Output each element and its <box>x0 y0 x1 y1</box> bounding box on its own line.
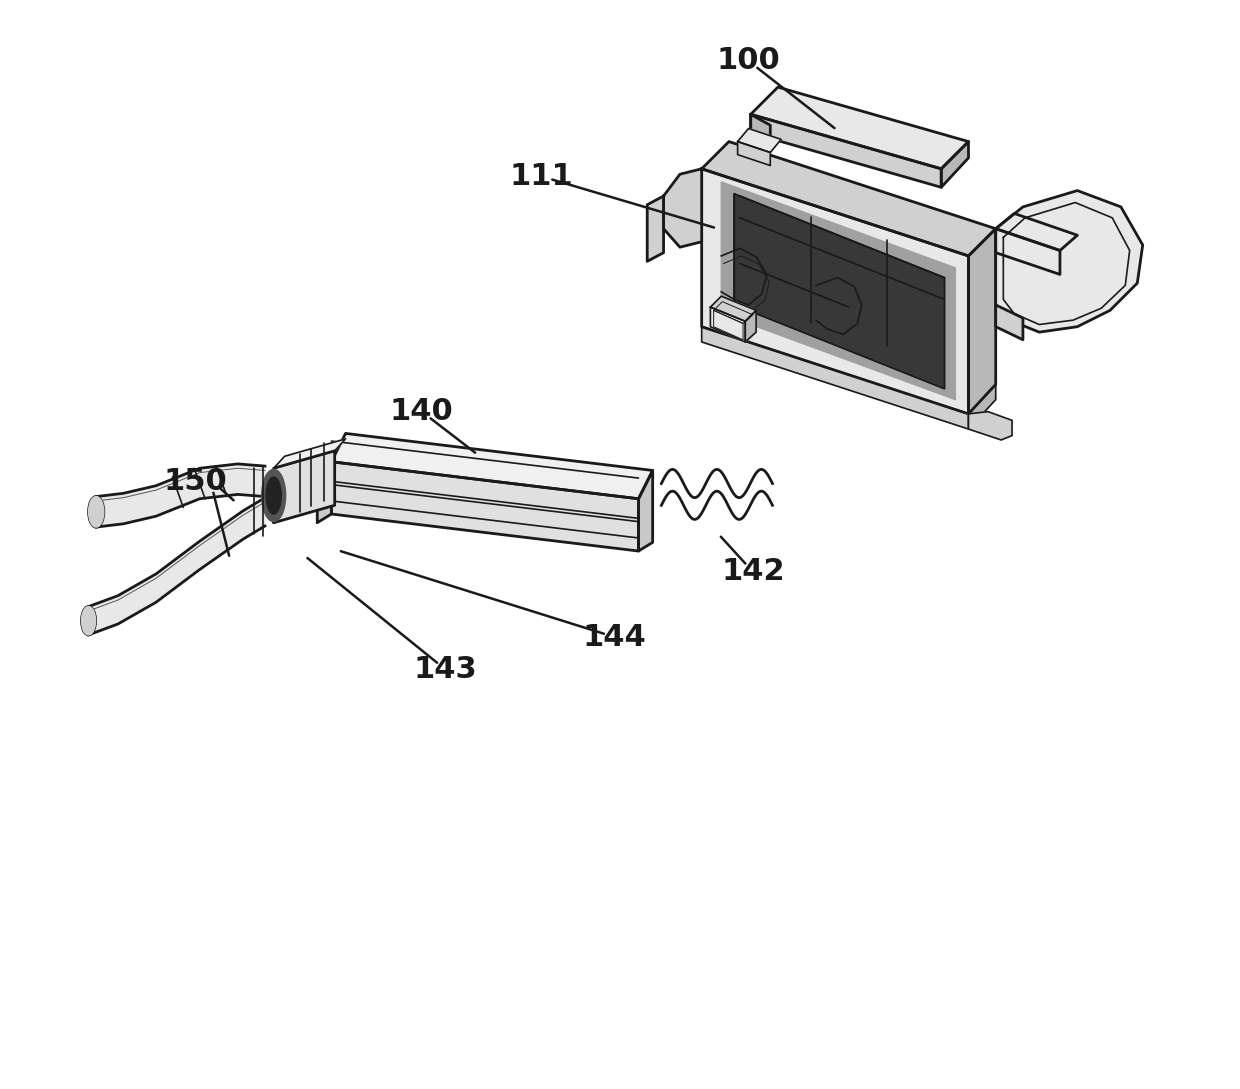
Text: 140: 140 <box>389 397 454 426</box>
Polygon shape <box>734 194 945 389</box>
Text: 143: 143 <box>414 656 477 684</box>
Ellipse shape <box>88 497 104 527</box>
Text: 144: 144 <box>583 623 646 651</box>
Polygon shape <box>722 182 955 400</box>
Text: 142: 142 <box>720 558 785 586</box>
Polygon shape <box>711 307 745 342</box>
Polygon shape <box>968 412 1012 440</box>
Polygon shape <box>968 384 996 429</box>
Ellipse shape <box>267 477 281 514</box>
Polygon shape <box>738 129 781 152</box>
Ellipse shape <box>262 469 285 522</box>
Text: 111: 111 <box>510 162 573 191</box>
Polygon shape <box>274 451 335 523</box>
Polygon shape <box>317 462 331 523</box>
Polygon shape <box>663 169 702 247</box>
Polygon shape <box>968 229 996 414</box>
Polygon shape <box>996 213 1078 250</box>
Polygon shape <box>88 498 265 635</box>
Text: 100: 100 <box>717 47 780 75</box>
Polygon shape <box>738 142 770 166</box>
Polygon shape <box>750 114 941 187</box>
Polygon shape <box>274 439 346 468</box>
Polygon shape <box>97 464 265 527</box>
Polygon shape <box>996 191 1143 332</box>
Polygon shape <box>702 142 996 256</box>
Polygon shape <box>331 462 639 551</box>
Polygon shape <box>745 310 756 342</box>
Ellipse shape <box>82 607 95 635</box>
Polygon shape <box>647 196 663 261</box>
Text: 150: 150 <box>164 467 227 495</box>
Polygon shape <box>996 229 1060 274</box>
Polygon shape <box>331 433 652 499</box>
Polygon shape <box>702 169 968 414</box>
Polygon shape <box>750 87 968 169</box>
Polygon shape <box>750 114 770 144</box>
Polygon shape <box>702 327 968 429</box>
Polygon shape <box>996 305 1023 340</box>
Polygon shape <box>639 470 652 551</box>
Polygon shape <box>711 296 756 321</box>
Polygon shape <box>941 142 968 187</box>
